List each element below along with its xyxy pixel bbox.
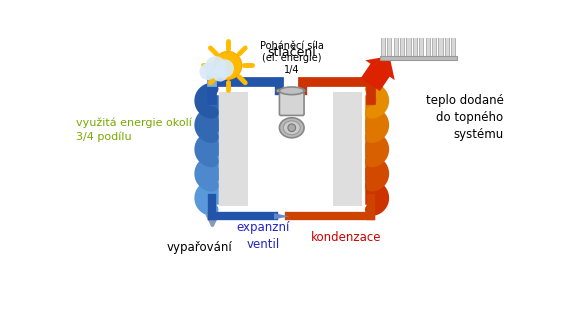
Bar xyxy=(413,22,417,60)
Text: teplo dodané
do topného
systému: teplo dodané do topného systému xyxy=(426,94,503,141)
Bar xyxy=(380,56,458,60)
Ellipse shape xyxy=(284,121,300,135)
Text: využitá energie okolí
3/4 podílu: využitá energie okolí 3/4 podílu xyxy=(76,117,192,142)
Ellipse shape xyxy=(276,89,281,93)
Text: kondenzace: kondenzace xyxy=(310,230,381,244)
Bar xyxy=(426,22,430,60)
Polygon shape xyxy=(274,213,289,219)
Circle shape xyxy=(214,51,242,79)
Text: Poháněcí síla
(el. energie)
1/4: Poháněcí síla (el. energie) 1/4 xyxy=(260,41,324,75)
FancyBboxPatch shape xyxy=(280,89,304,116)
Circle shape xyxy=(288,124,295,132)
Text: stlačení: stlačení xyxy=(268,46,316,59)
Bar xyxy=(380,21,458,24)
Circle shape xyxy=(200,63,216,80)
Bar xyxy=(333,92,362,206)
Bar xyxy=(219,92,248,206)
Text: expanzní
ventil: expanzní ventil xyxy=(236,220,290,251)
Circle shape xyxy=(213,66,228,82)
Ellipse shape xyxy=(280,118,304,138)
FancyArrow shape xyxy=(361,56,395,91)
Bar xyxy=(387,22,391,60)
Bar xyxy=(438,22,443,60)
Bar xyxy=(445,22,449,60)
Bar xyxy=(380,22,385,60)
Ellipse shape xyxy=(280,87,304,95)
Bar xyxy=(407,22,411,60)
Bar xyxy=(451,22,455,60)
Circle shape xyxy=(215,59,234,78)
Bar xyxy=(419,22,424,60)
Circle shape xyxy=(205,56,226,78)
Bar xyxy=(432,22,436,60)
Text: vypařování: vypařování xyxy=(167,241,232,254)
Ellipse shape xyxy=(301,89,306,93)
Bar xyxy=(393,22,397,60)
Bar xyxy=(400,22,404,60)
